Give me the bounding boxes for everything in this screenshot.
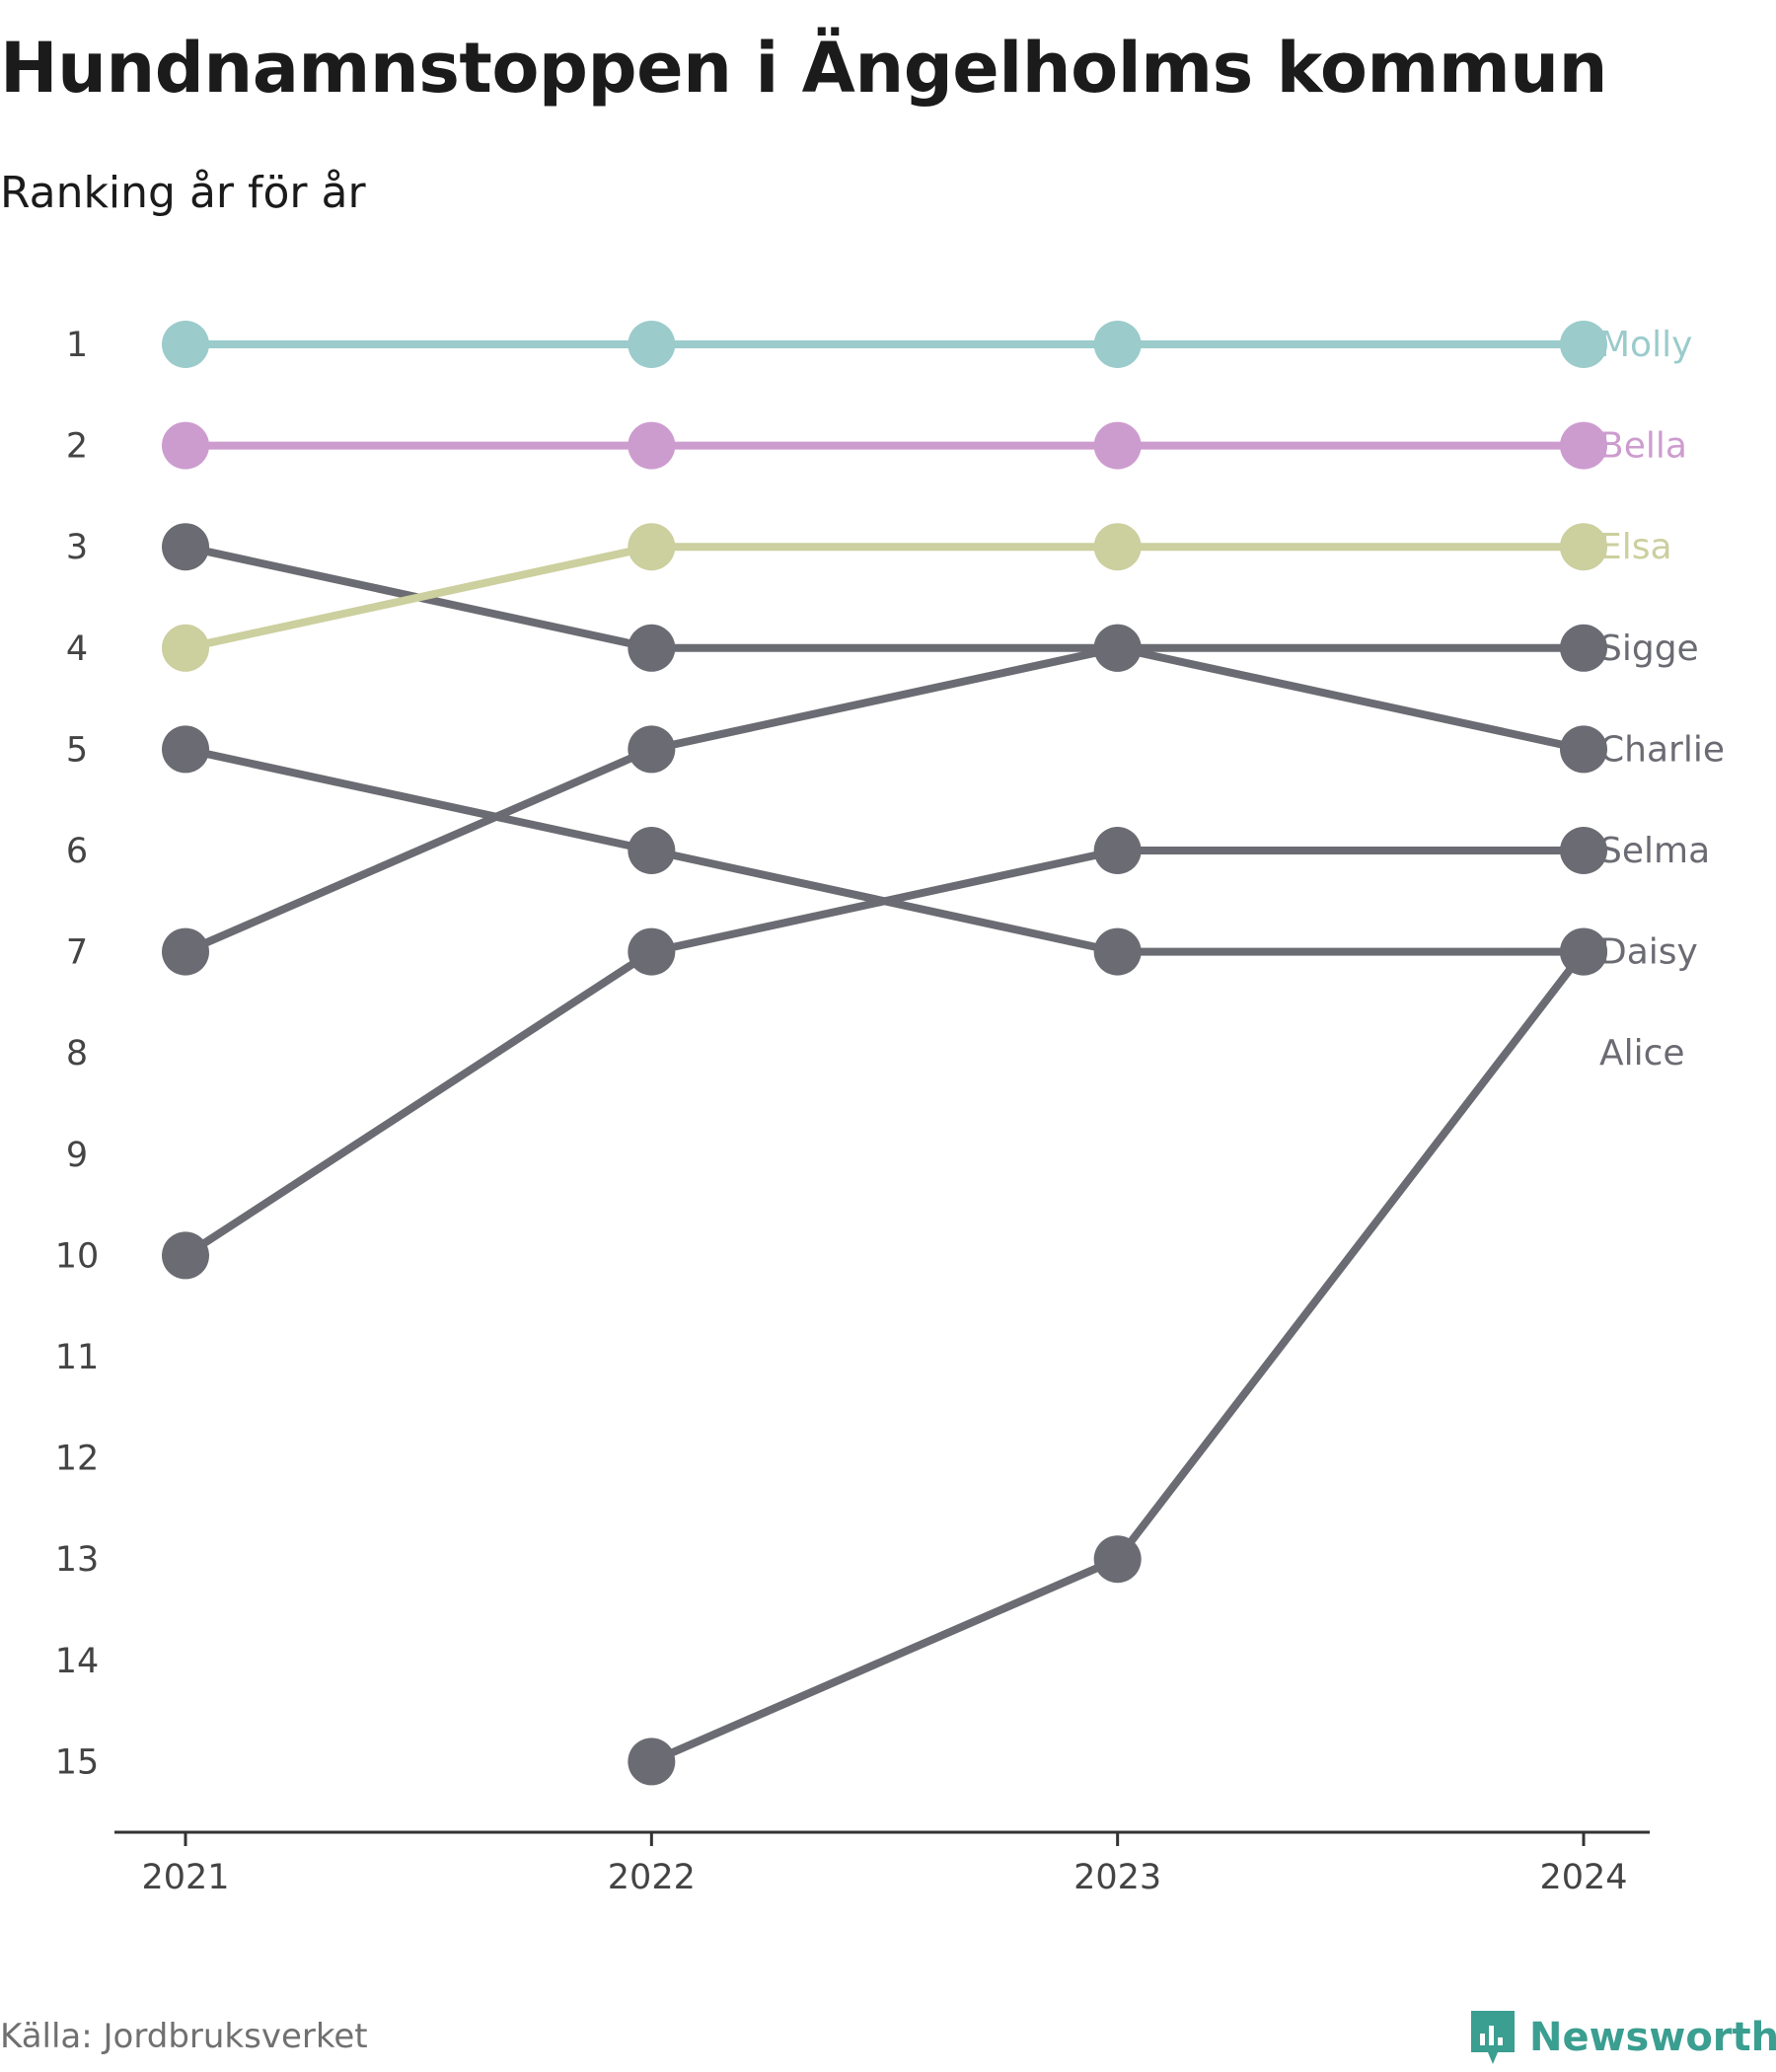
data-point <box>1560 725 1607 774</box>
y-tick-label: 9 <box>66 1136 88 1175</box>
series-label-charlie: Charlie <box>1599 729 1725 770</box>
data-point <box>162 523 209 571</box>
series-label-selma: Selma <box>1599 831 1710 871</box>
series-elsa <box>162 523 1607 672</box>
y-tick-label: 8 <box>66 1034 88 1073</box>
x-tick-label: 2022 <box>608 1858 696 1897</box>
data-point <box>628 523 676 571</box>
series-line-segment <box>182 543 656 652</box>
y-tick-label: 10 <box>55 1236 100 1276</box>
data-point <box>1093 523 1142 571</box>
x-tick-label: 2021 <box>141 1858 229 1897</box>
y-tick-label: 1 <box>66 326 88 365</box>
series-line-segment <box>647 643 1122 754</box>
y-tick-label: 12 <box>55 1440 100 1479</box>
series-line-segment <box>182 947 656 1260</box>
newsworthy-icon <box>1471 2011 1515 2064</box>
series-label-daisy: Daisy <box>1599 932 1698 973</box>
data-point <box>1560 523 1607 571</box>
series-molly <box>162 321 1607 368</box>
data-point <box>628 927 676 976</box>
data-point <box>1093 624 1142 672</box>
data-point <box>1560 421 1607 470</box>
data-point <box>1093 927 1142 976</box>
series-line-segment <box>647 847 1122 956</box>
series-bella <box>162 421 1607 470</box>
data-point <box>162 321 209 368</box>
y-tick-label: 15 <box>55 1742 100 1782</box>
series-line-segment <box>182 745 656 854</box>
newsworthy-logo: Newsworthy <box>1468 2008 1776 2067</box>
y-tick-label: 11 <box>55 1338 100 1377</box>
series-line-segment <box>1113 643 1588 754</box>
y-tick-label: 6 <box>66 832 88 871</box>
source-note: Källa: Jordbruksverket <box>0 2017 368 2056</box>
y-tick-label: 5 <box>66 730 88 770</box>
data-point <box>628 624 676 672</box>
series-label-molly: Molly <box>1599 325 1692 365</box>
data-point <box>628 1738 676 1786</box>
series-selma <box>162 827 1607 1280</box>
series-sigge <box>162 624 1607 976</box>
chart-subtitle: Ranking år för år <box>0 168 366 218</box>
data-point <box>162 421 209 470</box>
data-point <box>1560 927 1607 976</box>
series-line-segment <box>182 745 656 956</box>
data-point <box>162 1231 209 1280</box>
data-point <box>162 927 209 976</box>
series-alice <box>628 927 1607 1786</box>
data-point <box>162 725 209 774</box>
data-point <box>1560 624 1607 672</box>
y-tick-label: 4 <box>66 629 88 669</box>
x-tick-label: 2023 <box>1073 1858 1161 1897</box>
brand-name: Newsworthy <box>1529 2015 1776 2060</box>
data-point <box>162 624 209 672</box>
data-point <box>1093 1535 1142 1584</box>
data-point <box>628 725 676 774</box>
series-line-segment <box>1113 947 1588 1564</box>
series-charlie <box>162 523 1607 774</box>
data-point <box>628 321 676 368</box>
series-line-segment <box>647 1555 1122 1766</box>
chart-title: Hundnamnstoppen i Ängelholms kommun <box>0 28 1607 109</box>
data-point <box>1093 827 1142 874</box>
data-point <box>1560 321 1607 368</box>
data-point <box>1093 421 1142 470</box>
series-label-alice: Alice <box>1599 1033 1685 1073</box>
y-tick-label: 3 <box>66 528 88 567</box>
y-tick-label: 7 <box>66 933 88 973</box>
series-label-bella: Bella <box>1599 426 1687 467</box>
y-tick-label: 13 <box>55 1540 100 1580</box>
series-label-sigge: Sigge <box>1599 629 1699 669</box>
x-tick-label: 2024 <box>1539 1858 1627 1897</box>
data-point <box>1560 827 1607 874</box>
y-tick-label: 2 <box>66 427 88 467</box>
y-tick-label: 14 <box>55 1642 100 1681</box>
data-point <box>628 827 676 874</box>
series-label-elsa: Elsa <box>1599 527 1672 567</box>
data-point <box>628 421 676 470</box>
data-point <box>1093 321 1142 368</box>
